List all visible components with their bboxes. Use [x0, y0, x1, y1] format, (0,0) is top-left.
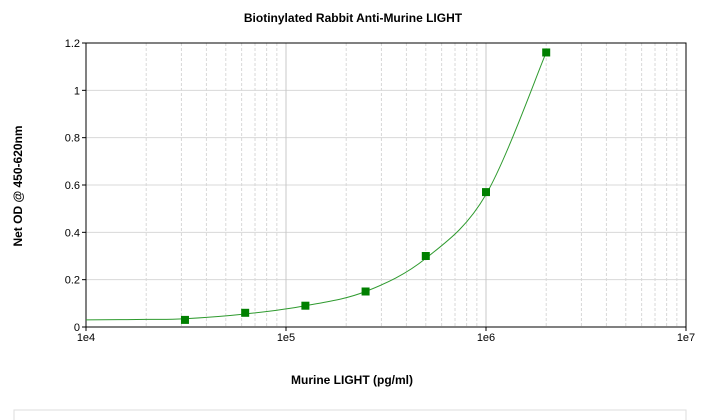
data-point [241, 308, 250, 317]
y-tick-label: 1.2 [65, 38, 80, 50]
x-tick-label: 1e4 [77, 332, 95, 344]
y-tick-label: 1 [74, 85, 80, 97]
plot-frame [85, 42, 687, 328]
chart-title: Biotinylated Rabbit Anti-Murine LIGHT [244, 11, 463, 25]
data-point [180, 315, 189, 324]
x-tick-label: 1e6 [477, 332, 495, 344]
y-tick-label: 0 [74, 322, 80, 334]
y-tick-label: 0.6 [65, 180, 80, 192]
data-point [361, 287, 370, 296]
y-axis-label: Net OD @ 450-620nm [11, 125, 25, 246]
legend-box [13, 409, 687, 420]
x-axis-label: Murine LIGHT (pg/ml) [291, 373, 413, 387]
data-point [301, 301, 310, 310]
y-tick-label: 0.8 [65, 133, 80, 145]
data-point [542, 48, 551, 57]
x-tick-label: 1e7 [677, 332, 695, 344]
data-point [482, 188, 490, 197]
y-tick-label: 0.2 [65, 275, 80, 287]
data-point [421, 252, 430, 260]
x-tick-label: 1e5 [277, 332, 295, 344]
y-tick-label: 0.4 [65, 227, 80, 239]
